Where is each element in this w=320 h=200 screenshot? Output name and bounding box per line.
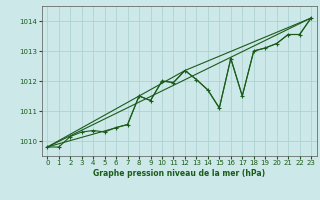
X-axis label: Graphe pression niveau de la mer (hPa): Graphe pression niveau de la mer (hPa): [93, 169, 265, 178]
